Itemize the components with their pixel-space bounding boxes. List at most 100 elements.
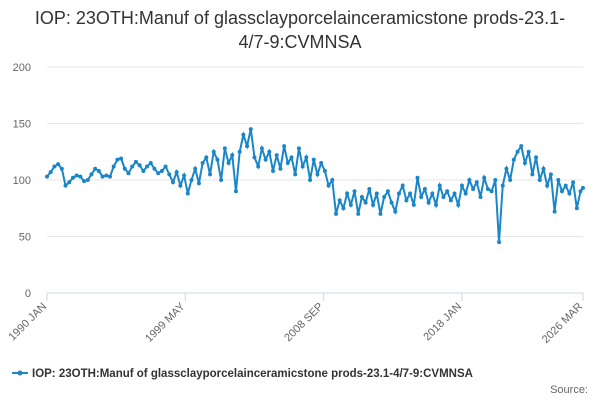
x-tick-label: 2008 SEP	[282, 301, 326, 345]
point	[67, 180, 72, 185]
point	[45, 174, 49, 179]
point	[419, 194, 424, 199]
point	[345, 191, 350, 196]
point	[359, 194, 364, 199]
point	[311, 157, 316, 162]
point	[348, 202, 353, 207]
point	[63, 183, 68, 188]
point	[89, 172, 94, 177]
point	[70, 175, 75, 180]
point	[119, 156, 124, 161]
point	[530, 172, 535, 177]
point	[341, 206, 346, 211]
point	[560, 189, 565, 194]
point	[215, 157, 220, 162]
point	[333, 211, 338, 216]
point	[93, 166, 98, 171]
point	[174, 170, 179, 175]
point	[178, 183, 183, 188]
point	[152, 166, 157, 171]
point	[396, 191, 401, 196]
point	[415, 175, 420, 180]
point	[489, 189, 494, 194]
legend-label: IOP: 23OTH:Manuf of glassclayporcelaince…	[32, 368, 473, 380]
point	[137, 163, 142, 168]
x-tick-label: 2018 JAN	[421, 301, 464, 344]
point	[182, 173, 187, 178]
point	[163, 164, 168, 169]
point	[167, 172, 172, 177]
point	[204, 155, 209, 160]
point	[515, 149, 520, 154]
point	[393, 209, 398, 214]
point	[437, 183, 442, 188]
point	[371, 202, 376, 207]
point	[296, 146, 301, 151]
point	[263, 157, 268, 162]
point	[141, 168, 146, 173]
point	[289, 155, 294, 160]
point	[541, 166, 546, 171]
point	[322, 168, 327, 173]
point	[337, 198, 342, 203]
point	[145, 164, 150, 169]
point	[226, 161, 231, 166]
point	[356, 211, 361, 216]
point	[552, 209, 557, 214]
point	[367, 187, 372, 192]
point	[115, 157, 120, 162]
y-tick-label: 200	[13, 62, 31, 74]
point	[534, 155, 539, 160]
x-tick-label: 2026 MAR	[540, 301, 585, 346]
point	[434, 202, 439, 207]
point	[196, 181, 201, 186]
point	[511, 157, 516, 162]
point	[471, 187, 476, 192]
point	[315, 172, 320, 177]
point	[352, 189, 357, 194]
point	[500, 183, 505, 188]
point	[248, 127, 253, 132]
point	[526, 149, 531, 154]
point	[148, 161, 153, 166]
point	[189, 178, 194, 182]
point	[274, 153, 279, 158]
point	[389, 200, 394, 205]
point	[459, 183, 464, 188]
point	[241, 132, 246, 137]
point	[519, 144, 524, 149]
point	[474, 180, 479, 185]
point	[400, 183, 405, 188]
point	[430, 191, 435, 196]
point	[363, 200, 368, 205]
y-tick-label: 50	[19, 232, 31, 244]
point	[211, 149, 216, 154]
point	[545, 183, 550, 188]
point	[493, 178, 498, 182]
point	[237, 149, 242, 154]
point	[59, 166, 64, 171]
x-tick-label: 1999 MAY	[143, 300, 188, 345]
point	[385, 189, 390, 194]
point	[267, 149, 272, 154]
y-tick-label: 0	[25, 288, 31, 300]
point	[556, 178, 561, 182]
point	[304, 155, 309, 160]
legend-marker	[17, 370, 23, 376]
point	[230, 153, 235, 158]
source-label: Source:	[550, 384, 588, 396]
point	[271, 168, 276, 173]
point	[441, 194, 446, 199]
point	[374, 191, 379, 196]
point	[485, 187, 490, 192]
point	[222, 146, 227, 151]
point	[200, 161, 205, 166]
point	[126, 171, 131, 176]
point	[245, 144, 250, 149]
y-tick-label: 100	[13, 175, 31, 187]
point	[411, 202, 416, 207]
point	[85, 178, 90, 182]
point	[282, 144, 287, 149]
